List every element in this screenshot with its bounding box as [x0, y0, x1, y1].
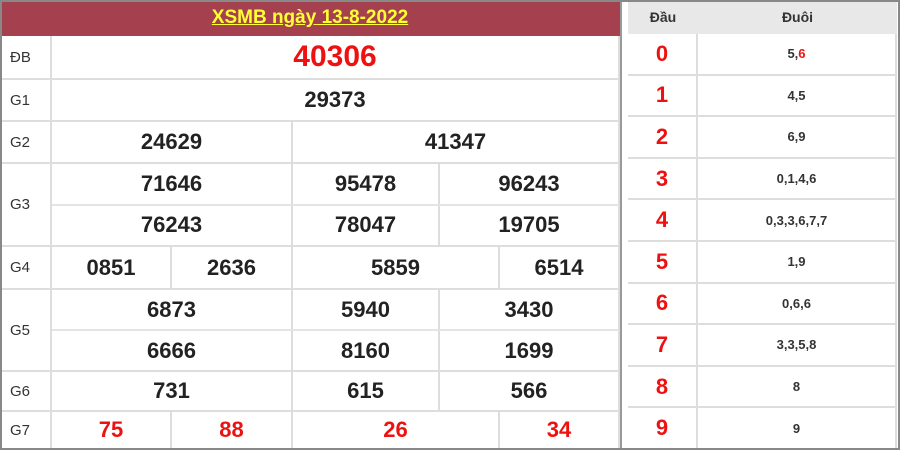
- loto-head-cell: 3: [628, 158, 698, 201]
- loto-head: 9: [655, 415, 669, 441]
- loto-tail-cell: 0,6,6: [698, 283, 897, 326]
- loto-tails: 0,1,4,6: [776, 171, 817, 187]
- prize-number-g5: 3430: [440, 290, 620, 331]
- prize-number-g5: 6873: [52, 290, 293, 331]
- prize-number-g3: 71646: [52, 164, 293, 206]
- loto-tail-cell: 0,3,3,6,7,7: [698, 200, 897, 242]
- loto-tail-cell: 9: [698, 408, 897, 450]
- loto-tails: 0,6,6: [782, 295, 811, 311]
- prize-number-g4: 0851: [52, 247, 172, 290]
- prize-label-db: ĐB: [0, 36, 52, 80]
- results-title-bar: XSMB ngày 13-8-2022: [0, 0, 620, 36]
- loto-head-cell: 0: [628, 34, 698, 76]
- loto-head-cell: 9: [628, 408, 698, 450]
- loto-tails: 0,3,3,6,7,7: [765, 212, 828, 228]
- prize-label-g2: G2: [0, 122, 52, 164]
- prize-number-g4: 2636: [172, 247, 293, 290]
- prize-number-g7: 26: [293, 412, 500, 450]
- loto-tails: 8: [792, 379, 801, 395]
- prize-label-g6: G6: [0, 372, 52, 412]
- prize-label-g1: G1: [0, 80, 52, 122]
- prize-label-g5: G5: [0, 290, 52, 372]
- loto-head: 1: [655, 82, 669, 108]
- loto-head-cell: 4: [628, 200, 698, 242]
- loto-tail-cell: 6,9: [698, 117, 897, 159]
- prize-number-g3: 95478: [293, 164, 440, 206]
- prize-label-g4: G4: [0, 247, 52, 290]
- prize-number-g2: 24629: [52, 122, 293, 164]
- loto-tails: 3,3,5,8: [776, 337, 817, 353]
- prize-number-g7: 34: [500, 412, 620, 450]
- prize-number-g4: 5859: [293, 247, 500, 290]
- loto-head: 8: [655, 373, 669, 399]
- loto-tails: 6,9: [787, 129, 806, 145]
- loto-tail-cell: 3,3,5,8: [698, 325, 897, 367]
- loto-tail-cell: 1,9: [698, 242, 897, 284]
- loto-head-cell: 2: [628, 117, 698, 159]
- prize-number-g5: 6666: [52, 331, 293, 372]
- divider: [620, 0, 628, 450]
- prize-number-g3: 76243: [52, 205, 293, 247]
- loto-tails: 1,9: [787, 254, 806, 270]
- prize-number-g3: 96243: [440, 164, 620, 206]
- prize-number-g6: 731: [52, 372, 293, 412]
- loto-tails: 9: [792, 420, 801, 436]
- loto-tails: 5,: [787, 46, 799, 62]
- loto-tail-cell: 8: [698, 366, 897, 409]
- prize-number-g5: 5940: [293, 290, 440, 331]
- loto-tail-cell: 4,5: [698, 75, 897, 118]
- loto-head-cell: 6: [628, 283, 698, 326]
- prize-number-g6: 566: [440, 372, 620, 412]
- prize-number-g6: 615: [293, 372, 440, 412]
- results-title-link[interactable]: XSMB ngày 13-8-2022: [211, 7, 409, 28]
- loto-head: 3: [655, 165, 669, 191]
- prize-number-g2: 41347: [293, 122, 620, 164]
- loto-head: 5: [655, 248, 669, 274]
- prize-label-g7: G7: [0, 412, 52, 450]
- loto-tail-cell: 5, 6: [698, 34, 897, 76]
- tail-column-header: Đuôi: [698, 0, 897, 34]
- prize-number-g5: 1699: [440, 331, 620, 372]
- prize-label-g3: G3: [0, 164, 52, 247]
- prize-number-g5: 8160: [293, 331, 440, 372]
- loto-head-cell: 5: [628, 242, 698, 284]
- loto-head-cell: 7: [628, 325, 698, 367]
- loto-head: 6: [655, 290, 669, 316]
- prize-number-g4: 6514: [500, 247, 620, 290]
- loto-head: 2: [655, 123, 669, 149]
- prize-number-g7: 88: [172, 412, 293, 450]
- prize-number-g3: 78047: [293, 205, 440, 247]
- prize-number-g1: 29373: [52, 80, 620, 122]
- loto-tails: 4,5: [787, 87, 806, 103]
- loto-head-cell: 1: [628, 75, 698, 118]
- prize-number-g3: 19705: [440, 205, 620, 247]
- loto-head: 4: [655, 207, 669, 233]
- loto-head-cell: 8: [628, 366, 698, 409]
- prize-number-db: 40306: [52, 36, 620, 80]
- loto-head: 0: [655, 40, 669, 66]
- loto-tail-cell: 0,1,4,6: [698, 158, 897, 201]
- head-column-header: Đầu: [628, 0, 698, 34]
- prize-number-g7: 75: [52, 412, 172, 450]
- loto-head: 7: [655, 331, 669, 357]
- loto-tails: 6: [798, 46, 806, 62]
